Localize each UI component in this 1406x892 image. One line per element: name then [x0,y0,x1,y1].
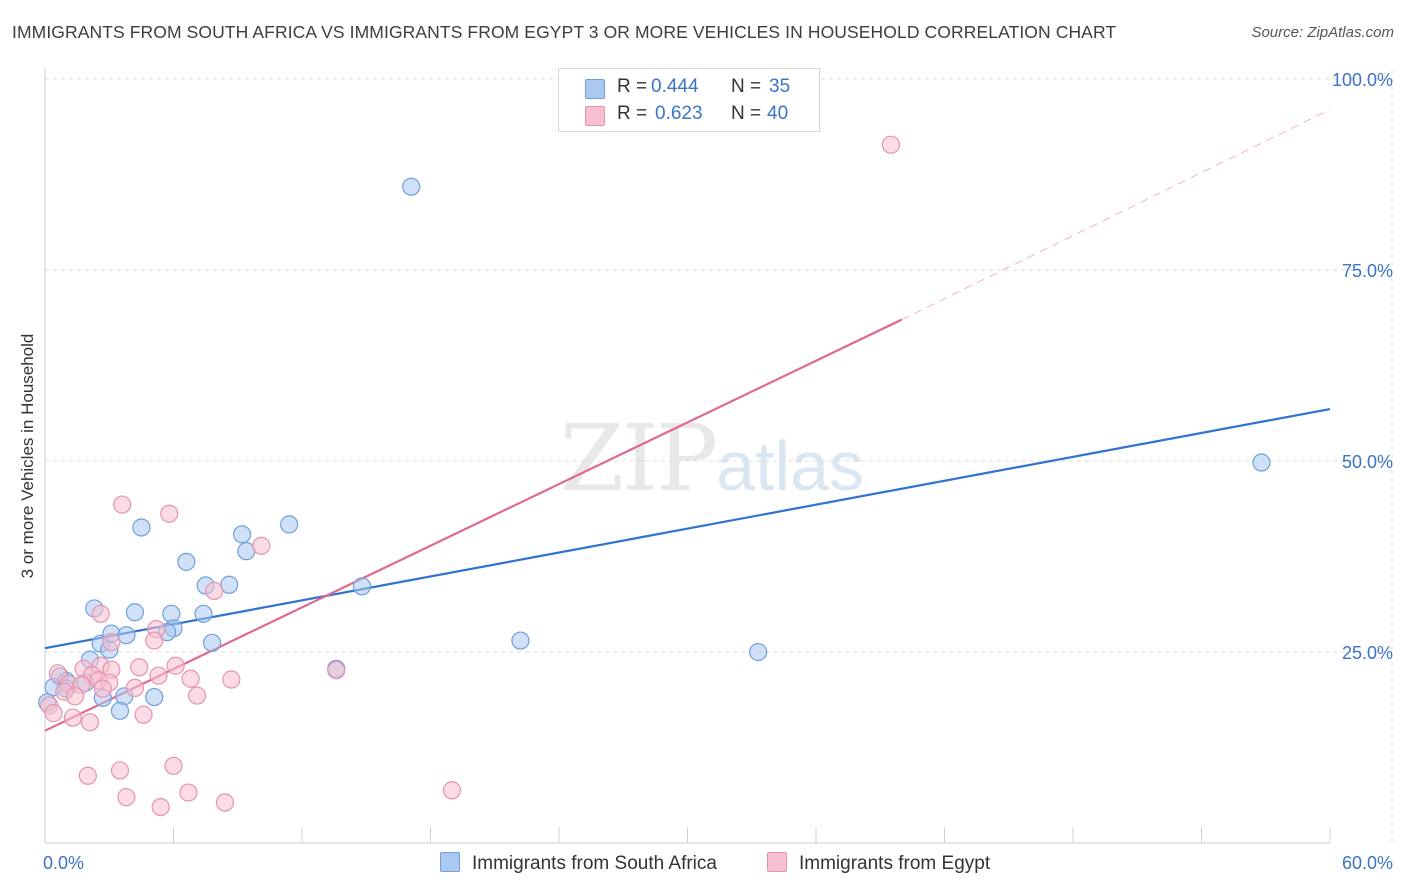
point-egypt [181,669,200,688]
point-south-africa [125,603,145,622]
point-south-africa [232,525,252,544]
point-egypt [149,666,168,685]
point-south-africa [511,631,530,650]
trend-line-egypt-extension [901,109,1331,321]
point-egypt [134,705,153,724]
point-south-africa [1252,453,1271,472]
point-egypt [442,781,462,800]
point-egypt [187,686,207,705]
y-tick-label-100: 100.0% [1332,70,1393,90]
point-egypt [179,783,198,802]
point-egypt [125,678,145,698]
stats-swatch-blue [585,79,605,99]
point-south-africa [749,642,768,662]
point-south-africa [110,701,130,720]
legend-label: Immigrants from South Africa [472,853,717,874]
x-tick-label-max: 60.0% [1342,853,1393,873]
point-egypt [160,504,179,523]
stats-r-value: 0.623 [655,103,703,124]
stats-swatch-pink [585,106,605,126]
legend-swatch-blue [440,852,460,872]
stats-n-value: 40 [767,103,789,124]
chart-title: IMMIGRANTS FROM SOUTH AFRICA VS IMMIGRAN… [12,22,1117,42]
source-label: Source: ZipAtlas.com [1251,24,1394,41]
stats-r-label: R = [617,103,648,124]
data-points [38,135,1271,817]
point-south-africa [402,177,421,196]
point-egypt [91,604,110,623]
stats-r-label: R = [617,76,648,97]
point-south-africa [117,626,136,645]
point-egypt [164,756,183,775]
tick-labels: 25.0% 50.0% 75.0% 100.0% 0.0% 60.0% [43,70,1393,873]
trend-line-egypt [44,318,903,732]
point-egypt [65,687,85,706]
point-egypt [327,661,346,680]
point-egypt [881,135,901,154]
point-egypt [252,536,271,555]
legend-label: Immigrants from Egypt [799,853,991,874]
point-egypt [93,679,112,698]
point-egypt [205,581,224,600]
point-egypt [102,632,121,652]
point-egypt [112,495,132,514]
point-south-africa [177,552,196,571]
point-south-africa [352,577,372,596]
stats-n-value: 35 [769,76,791,97]
watermark-atlas: atlas [716,427,865,505]
y-tick-label-50: 50.0% [1342,452,1393,472]
point-egypt [80,713,100,732]
zipatlas-watermark: ZIPatlas [560,405,864,512]
point-egypt [145,631,164,650]
stats-r-value: 0.444 [651,76,699,97]
watermark-zip: ZIP [560,405,718,512]
point-egypt [78,766,97,785]
point-egypt [222,670,241,689]
trend-lines [44,109,1331,732]
y-tick-label-25: 25.0% [1342,643,1393,663]
point-south-africa [194,604,213,623]
point-egypt [130,658,149,677]
point-south-africa [145,687,164,707]
legend-item-egypt[interactable]: Immigrants from Egypt [767,852,990,875]
point-egypt [215,793,234,812]
point-south-africa [280,515,299,534]
trend-line-south-africa [44,407,1331,650]
point-south-africa [202,633,222,652]
point-egypt [48,664,67,683]
gridlines [45,70,1393,843]
point-egypt [63,708,82,727]
stats-n-label: N = [731,76,762,97]
point-south-africa [132,518,151,537]
axes [44,68,1331,844]
point-egypt [117,788,136,807]
y-axis-label: 3 or more Vehicles in Household [18,333,37,579]
y-tick-label-75: 75.0% [1342,261,1393,281]
point-egypt [110,761,130,780]
point-egypt [151,797,170,817]
point-egypt [166,656,185,675]
legend-item-south-africa[interactable]: Immigrants from South Africa [440,852,717,875]
point-egypt [44,704,63,723]
legend-swatch-pink [767,852,787,872]
x-tick-label-min: 0.0% [43,853,84,873]
stats-n-label: N = [731,103,762,124]
correlation-legend: R = 0.444 N = 35 R = 0.623 N = 40 [558,68,820,132]
